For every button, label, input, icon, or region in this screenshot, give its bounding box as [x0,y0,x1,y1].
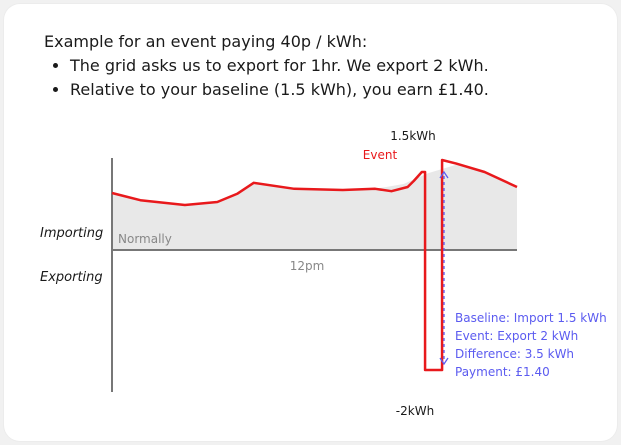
event-line [111,158,518,372]
normally-label: Normally [118,232,172,246]
intro-text: Example for an event paying 40p / kWh: T… [44,30,489,102]
intro-bullets: The grid asks us to export for 1hr. We e… [44,54,489,102]
annotation-line: Difference: 3.5 kWh [455,347,574,361]
intro-bullet: Relative to your baseline (1.5 kWh), you… [70,78,489,102]
x-tick-label: 12pm [290,259,325,273]
annotation-line: Baseline: Import 1.5 kWh [455,311,607,325]
annotation-line: Event: Export 2 kWh [455,329,578,343]
event-label: Event [363,148,398,162]
arrow-up-head [439,170,449,179]
top-value-label: 1.5kWh [390,129,436,143]
arrow-down-head [439,357,449,366]
intro-heading: Example for an event paying 40p / kWh: [44,32,368,51]
exporting-label: Exporting [40,270,103,285]
bottom-value-label: -2kWh [396,404,434,418]
annotation-line: Payment: £1.40 [455,365,550,379]
importing-label: Importing [40,226,103,241]
normal-usage-area [112,164,517,250]
intro-bullet: The grid asks us to export for 1hr. We e… [70,54,489,78]
